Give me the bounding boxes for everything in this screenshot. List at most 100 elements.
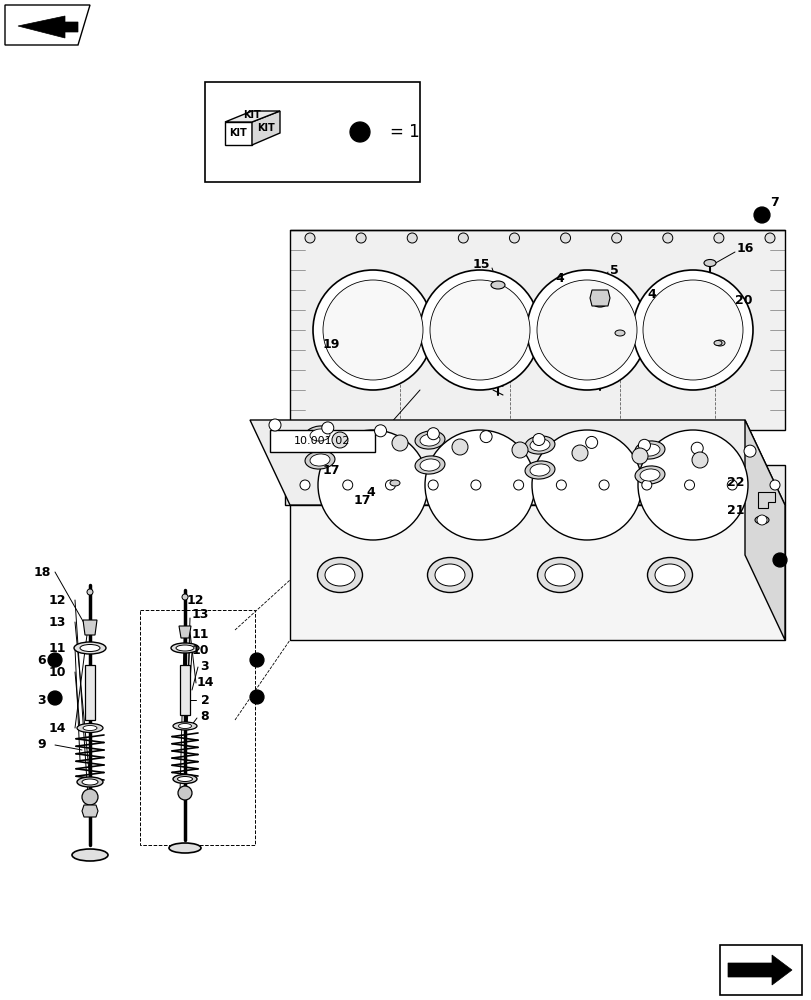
Circle shape [48, 691, 62, 705]
Circle shape [662, 233, 672, 243]
Ellipse shape [427, 558, 472, 592]
Ellipse shape [525, 436, 554, 454]
Ellipse shape [703, 259, 715, 266]
Circle shape [641, 480, 651, 490]
Ellipse shape [305, 451, 335, 469]
Text: 12: 12 [48, 593, 66, 606]
Ellipse shape [654, 564, 684, 586]
Text: 17: 17 [322, 464, 340, 477]
Text: 10: 10 [191, 644, 208, 656]
Bar [180, 665, 190, 715]
Ellipse shape [754, 516, 768, 524]
Circle shape [312, 270, 432, 390]
Ellipse shape [77, 724, 103, 732]
Circle shape [424, 430, 534, 540]
Polygon shape [744, 420, 784, 640]
Circle shape [690, 442, 702, 454]
Text: 10.001.02: 10.001.02 [294, 436, 350, 446]
Circle shape [642, 280, 742, 380]
Ellipse shape [530, 439, 549, 451]
Ellipse shape [178, 776, 192, 781]
Ellipse shape [639, 444, 659, 456]
Text: 22: 22 [727, 476, 744, 488]
Circle shape [637, 439, 650, 451]
Circle shape [713, 233, 723, 243]
Circle shape [532, 434, 544, 446]
Circle shape [599, 480, 608, 490]
Circle shape [385, 480, 395, 490]
Text: 9: 9 [37, 738, 46, 752]
Ellipse shape [525, 461, 554, 479]
Text: 11: 11 [191, 629, 208, 642]
Text: 16: 16 [736, 241, 753, 254]
Ellipse shape [714, 340, 724, 346]
Circle shape [419, 270, 539, 390]
Circle shape [427, 480, 438, 490]
Circle shape [182, 594, 188, 600]
Polygon shape [290, 230, 784, 430]
Text: 19: 19 [322, 338, 340, 352]
Circle shape [536, 280, 636, 380]
Ellipse shape [419, 434, 440, 446]
Circle shape [631, 448, 647, 464]
Text: 10: 10 [48, 666, 66, 678]
Text: 8: 8 [200, 710, 209, 722]
Text: 20: 20 [734, 294, 752, 306]
Ellipse shape [530, 464, 549, 476]
Ellipse shape [72, 849, 108, 861]
Circle shape [392, 435, 407, 451]
Circle shape [299, 480, 310, 490]
Circle shape [571, 445, 587, 461]
Circle shape [250, 653, 264, 667]
Circle shape [321, 422, 333, 434]
Polygon shape [82, 805, 98, 817]
Text: 14: 14 [48, 722, 66, 734]
Circle shape [531, 430, 642, 540]
Circle shape [691, 452, 707, 468]
Text: 4: 4 [555, 271, 564, 284]
Text: 5: 5 [609, 263, 618, 276]
Ellipse shape [305, 426, 335, 444]
Circle shape [356, 233, 366, 243]
Polygon shape [83, 620, 97, 635]
Polygon shape [251, 111, 280, 145]
Circle shape [756, 515, 766, 525]
Polygon shape [250, 420, 784, 505]
Ellipse shape [414, 431, 444, 449]
Circle shape [611, 233, 621, 243]
Circle shape [82, 789, 98, 805]
Polygon shape [727, 955, 791, 985]
Ellipse shape [82, 779, 98, 785]
Ellipse shape [310, 429, 329, 441]
Ellipse shape [80, 645, 100, 652]
Circle shape [769, 480, 779, 490]
Text: KIT: KIT [242, 110, 260, 120]
Circle shape [427, 428, 439, 440]
Text: 12: 12 [186, 593, 204, 606]
Circle shape [508, 233, 519, 243]
Circle shape [48, 653, 62, 667]
Ellipse shape [639, 469, 659, 481]
Text: 3: 3 [200, 660, 209, 674]
Ellipse shape [491, 281, 504, 289]
Bar [139, 610, 255, 845]
Circle shape [727, 480, 736, 490]
Text: = 1: = 1 [389, 123, 419, 141]
Circle shape [318, 430, 427, 540]
Text: 4: 4 [366, 487, 375, 499]
Circle shape [684, 480, 693, 490]
Circle shape [305, 233, 315, 243]
Circle shape [470, 480, 480, 490]
Polygon shape [18, 16, 78, 38]
Ellipse shape [634, 466, 664, 484]
Polygon shape [285, 465, 784, 505]
Text: 21: 21 [727, 504, 744, 516]
Bar [204, 82, 419, 182]
Ellipse shape [389, 480, 400, 486]
Circle shape [512, 442, 527, 458]
Ellipse shape [544, 564, 574, 586]
Text: KIT: KIT [257, 123, 275, 133]
Circle shape [250, 690, 264, 704]
Bar [85, 665, 95, 720]
Text: 13: 13 [191, 608, 208, 621]
